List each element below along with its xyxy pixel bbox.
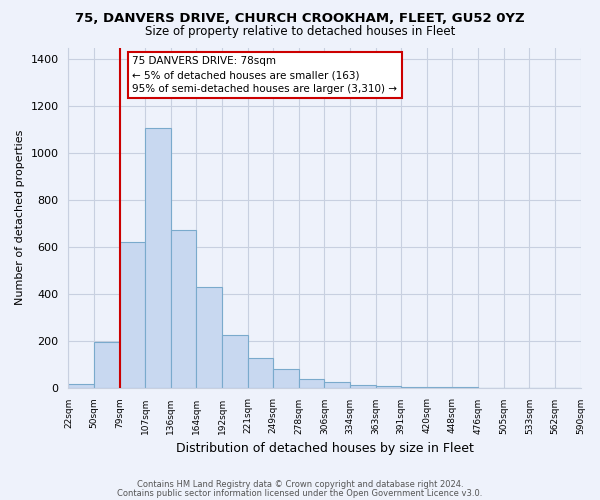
Text: Contains public sector information licensed under the Open Government Licence v3: Contains public sector information licen… (118, 488, 482, 498)
Bar (94, 342, 119, 388)
Y-axis label: Number of detached properties: Number of detached properties (15, 130, 25, 305)
Bar (171, 230, 196, 388)
Text: 75, DANVERS DRIVE, CHURCH CROOKHAM, FLEET, GU52 0YZ: 75, DANVERS DRIVE, CHURCH CROOKHAM, FLEE… (75, 12, 525, 26)
Bar (248, 358, 273, 388)
Text: 75 DANVERS DRIVE: 78sqm
← 5% of detached houses are smaller (163)
95% of semi-de: 75 DANVERS DRIVE: 78sqm ← 5% of detached… (133, 56, 397, 94)
Bar (273, 369, 299, 388)
Bar (325, 382, 350, 388)
Bar (145, 128, 171, 388)
Bar (299, 380, 325, 388)
Bar (376, 386, 401, 388)
Text: Size of property relative to detached houses in Fleet: Size of property relative to detached ho… (145, 25, 455, 38)
Bar (222, 335, 248, 388)
Bar (401, 387, 427, 388)
Text: Contains HM Land Registry data © Crown copyright and database right 2024.: Contains HM Land Registry data © Crown c… (137, 480, 463, 489)
Bar (196, 286, 222, 388)
Bar (68, 384, 94, 388)
Bar (119, 242, 145, 388)
X-axis label: Distribution of detached houses by size in Fleet: Distribution of detached houses by size … (176, 442, 473, 455)
Bar (350, 385, 376, 388)
